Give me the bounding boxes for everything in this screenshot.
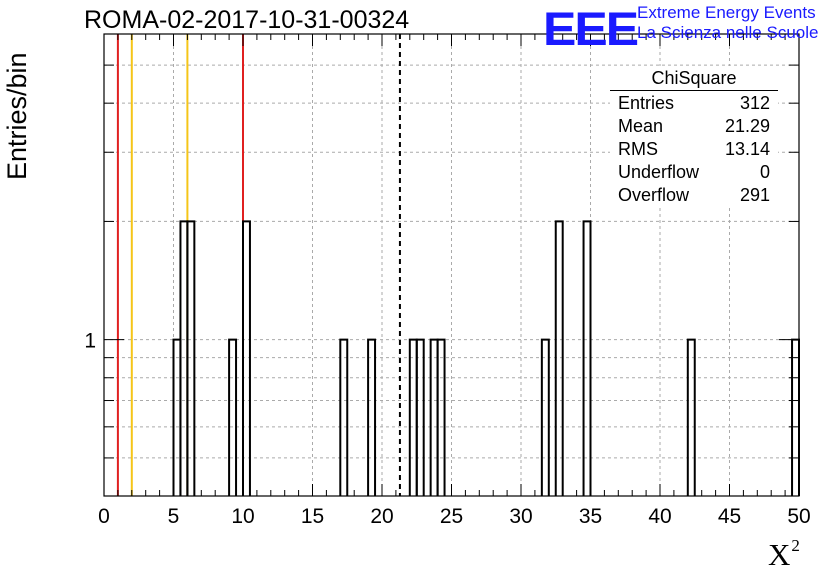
x-tick-label: 35 [579, 505, 602, 528]
x-tick-label: 10 [231, 505, 254, 528]
stats-value: 0 [759, 162, 770, 182]
histogram-bar [228, 338, 238, 496]
x-tick-label: 45 [718, 505, 741, 528]
histogram-bar [415, 338, 425, 496]
histogram-bar [540, 338, 550, 496]
x-tick-label: 5 [168, 505, 180, 528]
x-axis-label: X2 [768, 536, 800, 573]
y-axis-label: Entries/bin [2, 52, 32, 180]
histogram-bar [686, 338, 696, 496]
stats-value: 13.14 [724, 139, 770, 159]
x-tick-label: 0 [98, 505, 110, 528]
histogram-bar [186, 220, 196, 496]
stats-row-rms: RMS 13.14 [610, 138, 778, 161]
eee-logo: EEE [543, 2, 639, 56]
logo-line-1: Extreme Energy Events [637, 3, 816, 22]
stats-row-underflow: Underflow 0 [610, 161, 778, 184]
histogram-bar [429, 338, 439, 496]
histogram-bar [436, 338, 446, 496]
x-tick-label: 30 [509, 505, 532, 528]
x-tick-label: 20 [370, 505, 393, 528]
x-axis-label-symbol: X [768, 537, 791, 572]
stats-value: 312 [739, 93, 770, 113]
histogram-bar [791, 338, 800, 496]
histogram-bar [339, 338, 349, 496]
y-tick-label: 1 [84, 330, 96, 353]
logo-line-2: La Scienza nelle Scuole [637, 23, 819, 42]
x-tick-label: 40 [648, 505, 671, 528]
stats-box: ChiSquare Entries 312 Mean 21.29 RMS 13.… [610, 66, 778, 207]
stats-row-mean: Mean 21.29 [610, 115, 778, 138]
x-tick-label: 25 [440, 505, 463, 528]
stats-label: Mean [618, 116, 664, 136]
stats-label: RMS [618, 139, 658, 159]
stats-value: 291 [739, 185, 770, 205]
x-tick-label: 15 [301, 505, 324, 528]
stats-value: 21.29 [724, 116, 770, 136]
stats-row-overflow: Overflow 291 [610, 184, 778, 207]
stats-title: ChiSquare [610, 66, 778, 91]
histogram-bar [554, 220, 564, 496]
chart-title: ROMA-02-2017-10-31-00324 [84, 6, 410, 34]
histogram-bar [172, 338, 182, 496]
histogram-bar [408, 338, 418, 496]
histogram-bar [179, 220, 189, 496]
stats-row-entries: Entries 312 [610, 92, 778, 115]
histogram-bar [582, 220, 592, 496]
histogram-bar [367, 338, 377, 496]
stats-label: Underflow [618, 162, 700, 182]
stats-label: Entries [618, 93, 675, 113]
stats-label: Overflow [618, 185, 690, 205]
x-axis-label-exponent: 2 [791, 536, 800, 555]
histogram-bar [242, 220, 251, 496]
x-tick-label: 50 [787, 505, 810, 528]
